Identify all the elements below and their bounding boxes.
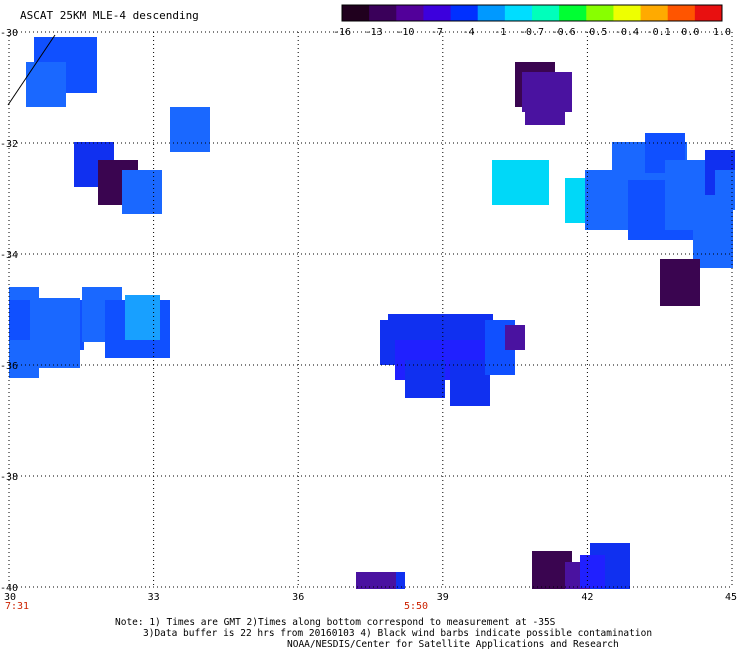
- x-tick-label: 30: [4, 592, 16, 603]
- wind-data-cell: [715, 170, 735, 210]
- colorbar-tick-label: -0.7: [520, 27, 544, 38]
- colorbar-segment: [342, 5, 370, 21]
- wind-data-cell: [396, 572, 405, 589]
- colorbar-segment: [532, 5, 560, 21]
- wind-data-cell: [693, 210, 733, 268]
- colorbar-segment: [504, 5, 533, 21]
- wind-barb: [7, 34, 56, 106]
- x-tick-label: 33: [148, 592, 160, 603]
- x-tick-label: 39: [437, 592, 449, 603]
- x-tick-label: 45: [725, 592, 737, 603]
- map-title: ASCAT 25KM MLE-4 descending: [20, 9, 199, 22]
- colorbar-frame: [341, 4, 723, 22]
- wind-data-cell: [525, 95, 565, 125]
- wind-data-cell: [9, 340, 39, 378]
- y-tick-label: -34: [0, 250, 18, 261]
- y-tick-label: -36: [0, 361, 18, 372]
- y-tick-label: -40: [0, 583, 18, 594]
- colorbar-segment: [586, 5, 614, 21]
- note-line-1: Note: 1) Times are GMT 2)Times along bot…: [115, 617, 556, 628]
- colorbar-segment: [396, 5, 424, 21]
- wind-data-cell: [450, 360, 490, 406]
- note-line-3: NOAA/NESDIS/Center for Satellite Applica…: [287, 639, 619, 650]
- y-tick-label: -38: [0, 472, 18, 483]
- y-tick-label: -32: [0, 139, 18, 150]
- y-tick-label: -30: [0, 28, 18, 39]
- wind-data-cell: [660, 259, 700, 306]
- colorbar-tick-label: -0.4: [615, 27, 639, 38]
- colorbar-segment: [423, 5, 452, 21]
- colorbar-segment: [640, 5, 669, 21]
- wind-data-cell: [46, 62, 66, 82]
- wind-data-cell: [580, 555, 605, 588]
- time-label-left: 7:31: [4, 601, 30, 612]
- wind-data-cell: [122, 170, 162, 214]
- colorbar-segment: [369, 5, 397, 21]
- wind-data-cell: [356, 572, 401, 589]
- wind-data-cell: [505, 325, 525, 350]
- colorbar-tick-label: -0.5: [583, 27, 607, 38]
- colorbar-segment: [667, 5, 696, 21]
- wind-data-cell: [492, 160, 549, 205]
- note-line-2: 3)Data buffer is 22 hrs from 20160103 4)…: [143, 628, 653, 639]
- colorbar-segment: [450, 5, 479, 21]
- colorbar-segment: [694, 5, 723, 21]
- time-label-center: 5:50: [403, 601, 429, 612]
- colorbar-tick-label: -0.6: [552, 27, 576, 38]
- x-tick-label: 36: [292, 592, 304, 603]
- colorbar-segment: [559, 5, 587, 21]
- colorbar-tick-label: -1: [494, 27, 506, 38]
- wind-data-cell: [405, 360, 445, 398]
- wind-data-cell: [170, 107, 210, 152]
- colorbar-tick-label: 0.0: [681, 27, 699, 38]
- colorbar-tick-label: -4: [463, 27, 475, 38]
- colorbar-segment: [477, 5, 506, 21]
- colorbar-segment: [613, 5, 642, 21]
- colorbar-tick-label: -0.1: [647, 27, 671, 38]
- wind-data-cell: [125, 295, 160, 340]
- x-tick-label: 42: [581, 592, 593, 603]
